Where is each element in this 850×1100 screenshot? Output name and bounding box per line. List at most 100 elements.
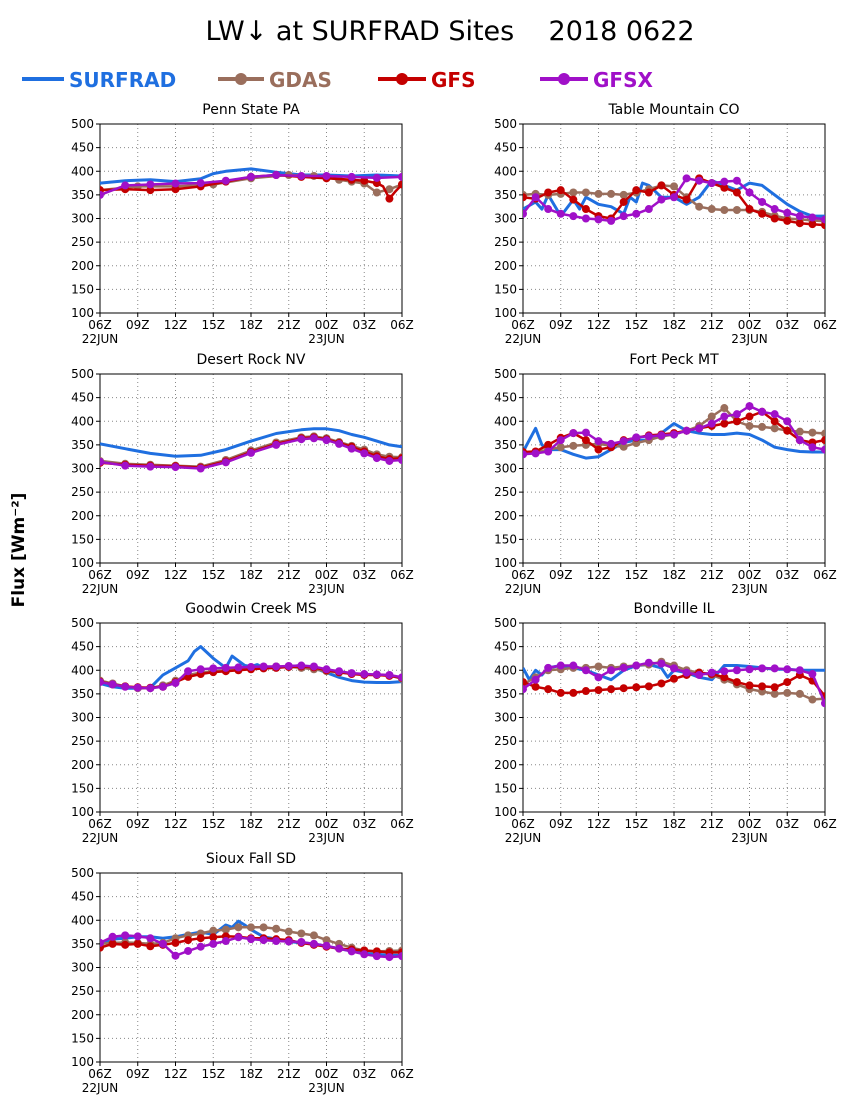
data-point	[670, 430, 678, 439]
x-tick-label: 06Z	[390, 318, 414, 332]
panel-fort-peck-mt: Fort Peck MT 100 150 200 250 300 350 400 450 500 0…	[494, 352, 837, 596]
panel-title: Bondville IL	[634, 601, 715, 617]
data-point	[758, 209, 767, 218]
y-tick-label: 400	[71, 663, 94, 677]
data-point	[808, 695, 817, 704]
data-point	[184, 946, 193, 955]
x-tick-label: 03Z	[353, 817, 377, 831]
x-tick-label: 03Z	[776, 568, 800, 582]
x-tick-label: 21Z	[700, 817, 724, 831]
y-tick-label: 350	[494, 687, 517, 701]
data-point	[821, 699, 825, 708]
x-tick-label: 00Z	[315, 568, 339, 582]
data-point	[707, 412, 716, 421]
series-gfsx	[523, 402, 825, 459]
data-point	[695, 670, 704, 679]
x-date-label: 22JUN	[505, 332, 542, 346]
data-point	[372, 670, 381, 679]
x-tick-label: 15Z	[625, 568, 649, 582]
panel-title: Desert Rock NV	[197, 352, 306, 368]
data-point	[335, 439, 344, 448]
data-point	[732, 205, 741, 214]
data-point	[783, 417, 792, 426]
data-point	[556, 436, 565, 445]
y-tick-label: 150	[494, 781, 517, 795]
data-point	[607, 189, 616, 198]
y-tick-label: 200	[71, 758, 94, 772]
y-tick-label: 100	[494, 556, 517, 570]
data-point	[247, 662, 255, 671]
legend-item-gfs: GFS	[378, 68, 475, 92]
x-date-label: 22JUN	[505, 582, 542, 596]
data-point	[360, 950, 369, 959]
data-point	[309, 931, 318, 940]
data-point	[523, 678, 527, 687]
panel-title: Penn State PA	[202, 102, 300, 118]
data-point	[196, 464, 205, 473]
data-point	[171, 179, 180, 188]
data-point	[783, 426, 792, 435]
x-tick-label: 06Z	[88, 817, 112, 831]
y-tick-label: 300	[494, 462, 517, 476]
data-point	[607, 685, 616, 694]
x-tick-label: 12Z	[587, 568, 611, 582]
x-tick-label: 15Z	[202, 817, 226, 831]
panel-title: Fort Peck MT	[629, 352, 719, 368]
data-point	[247, 172, 255, 181]
data-point	[569, 661, 578, 670]
x-tick-label: 12Z	[164, 318, 188, 332]
y-tick-label: 100	[71, 556, 94, 570]
data-point	[385, 456, 394, 465]
data-point	[523, 209, 527, 218]
data-point	[259, 936, 268, 945]
data-point	[146, 462, 155, 471]
y-tick-label: 400	[71, 414, 94, 428]
data-point	[523, 685, 527, 694]
legend-label-gfs: GFS	[431, 68, 475, 92]
y-tick-label: 150	[71, 1031, 94, 1045]
data-point	[758, 422, 767, 431]
gridlines	[523, 374, 825, 563]
data-point	[720, 412, 729, 421]
data-point	[284, 661, 293, 670]
y-tick-label: 250	[71, 984, 94, 998]
data-point	[322, 665, 331, 674]
series-surfrad	[100, 645, 402, 690]
y-tick-label: 200	[71, 259, 94, 273]
x-tick-label: 00Z	[738, 568, 762, 582]
data-point	[322, 171, 331, 180]
data-point	[770, 410, 779, 419]
data-point	[795, 427, 804, 436]
data-point	[133, 683, 142, 692]
chart-panels: Penn State PA 100 150 200 250 300 350 400 450 500…	[71, 102, 837, 1095]
data-point	[171, 185, 180, 194]
data-point	[619, 442, 628, 451]
panel-sioux-fall-sd: Sioux Fall SD 100 150 200 250 300 350 400 450 500…	[71, 851, 414, 1095]
data-point	[569, 688, 578, 697]
x-tick-label: 03Z	[776, 817, 800, 831]
x-tick-label: 21Z	[700, 318, 724, 332]
panel-goodwin-creek-ms: Goodwin Creek MS 100 150 200 250 300 350 400 450…	[71, 601, 414, 845]
data-point	[221, 925, 230, 934]
legend-item-gfsx: GFSX	[540, 68, 653, 92]
panel-penn-state-pa: Penn State PA 100 150 200 250 300 350 400 450 500…	[71, 102, 414, 346]
data-point	[745, 665, 754, 674]
data-point	[632, 209, 641, 218]
data-point	[121, 682, 130, 691]
data-point	[758, 407, 767, 416]
x-tick-label: 09Z	[549, 817, 573, 831]
data-point	[531, 193, 540, 202]
data-point	[632, 186, 641, 195]
data-point	[146, 942, 155, 951]
x-tick-label: 21Z	[277, 318, 301, 332]
panel-title: Goodwin Creek MS	[185, 601, 317, 617]
legend: SURFRAD GDAS GFS GFSX	[22, 68, 653, 92]
panel-bondville-il: Bondville IL 100 150 200 250 300 350 400 450 500 0…	[494, 601, 837, 845]
data-point	[732, 410, 741, 419]
y-tick-label: 200	[71, 1008, 94, 1022]
data-point	[108, 932, 117, 941]
data-point	[720, 183, 729, 192]
y-tick-label: 500	[494, 616, 517, 630]
data-point	[581, 428, 590, 437]
